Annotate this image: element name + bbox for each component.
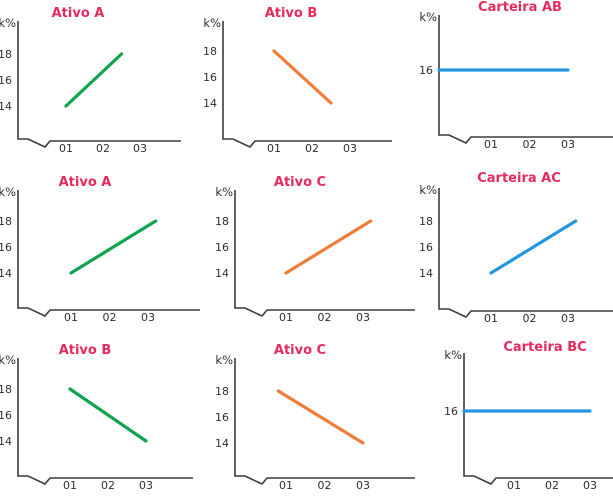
x-tick-label: 01 [279,479,293,492]
data-line-blue [489,219,578,275]
y-tick-label: 14 [0,100,12,113]
x-tick-label: 03 [343,142,357,155]
data-line-orange [276,389,365,445]
axis-with-break [17,21,181,148]
y-tick-label: 18 [0,383,12,396]
y-tick-label: 18 [419,215,433,228]
y-tick-label: 16 [203,71,217,84]
x-tick-label: 01 [59,142,73,155]
data-line-orange [284,219,373,275]
y-tick-label: 14 [203,97,217,110]
x-tick-label: 03 [561,312,575,325]
y-axis-label: k% [215,353,233,367]
x-tick-label: 01 [279,311,293,324]
x-tick-label: 02 [523,138,537,151]
y-tick-label: 18 [215,385,229,398]
x-tick-label: 03 [139,479,153,492]
chart-carteira-ac: Carteira AC k% 18 16 14 01 02 03 [419,171,613,325]
y-tick-label: 14 [215,267,229,280]
y-tick-label: 16 [444,405,458,418]
data-line-green [69,219,158,275]
axis-with-break [463,353,613,485]
x-tick-label: 02 [305,142,319,155]
axis-with-break [438,15,613,144]
y-axis-label: k% [419,10,437,24]
y-tick-label: 16 [215,411,229,424]
x-tick-label: 01 [267,142,281,155]
y-axis-label: k% [215,185,233,199]
y-tick-label: 14 [215,437,229,450]
x-tick-label: 02 [103,311,117,324]
chart-title: Carteira AC [477,171,561,186]
y-tick-label: 16 [0,74,12,87]
axis-with-break [234,358,415,485]
chart-ativo-b: Ativo B k% 18 16 14 01 02 03 [203,6,392,155]
chart-ativo-c: Ativo C k% 18 16 14 01 02 03 [215,175,415,324]
y-tick-label: 18 [215,215,229,228]
x-tick-label: 02 [523,312,537,325]
x-tick-label: 02 [545,479,559,492]
y-axis-label: k% [0,353,16,367]
data-line-orange [272,49,333,105]
x-tick-label: 01 [484,138,498,151]
chart-title: Ativo C [274,343,326,358]
y-axis-label: k% [444,348,462,362]
y-tick-label: 16 [419,64,433,77]
chart-title: Carteira BC [503,340,586,355]
y-tick-label: 14 [419,267,433,280]
axis-with-break [222,21,392,148]
chart-carteira-ab: Carteira AB k% 16 01 02 03 [419,0,613,151]
chart-ativo-a: Ativo A k% 18 16 14 01 02 03 [0,175,200,324]
y-tick-label: 18 [0,48,12,61]
x-tick-label: 03 [356,479,370,492]
y-tick-label: 16 [0,241,12,254]
axis-with-break [234,190,415,317]
x-tick-label: 02 [318,479,332,492]
chart-title: Ativo C [274,175,326,190]
x-tick-label: 01 [63,479,77,492]
chart-ativo-b: Ativo B k% 18 16 14 01 02 03 [0,343,193,492]
chart-title: Ativo B [59,343,112,358]
axis-with-break [17,358,193,485]
axis-with-break [438,188,613,318]
x-tick-label: 03 [583,479,597,492]
y-tick-label: 18 [0,215,12,228]
x-tick-label: 02 [96,142,110,155]
x-tick-label: 01 [507,479,521,492]
y-tick-label: 16 [0,409,12,422]
x-tick-label: 02 [101,479,115,492]
y-axis-label: k% [203,16,221,30]
y-tick-label: 16 [419,241,433,254]
y-axis-label: k% [0,185,16,199]
y-tick-label: 18 [203,45,217,58]
chart-title: Ativo A [59,175,112,190]
x-tick-label: 02 [318,311,332,324]
chart-title: Ativo B [265,6,318,21]
x-tick-label: 03 [561,138,575,151]
chart-ativo-a: Ativo A k% 18 16 14 01 02 03 [0,6,181,155]
data-line-green [64,52,124,108]
chart-carteira-bc: Carteira BC k% 16 01 02 03 [444,340,613,492]
y-axis-label: k% [0,16,16,30]
y-tick-label: 14 [0,435,12,448]
data-line-green [68,387,148,443]
y-tick-label: 16 [215,241,229,254]
x-tick-label: 01 [484,312,498,325]
y-axis-label: k% [419,183,437,197]
chart-ativo-c: Ativo C k% 18 16 14 01 02 03 [215,343,415,492]
x-tick-label: 03 [133,142,147,155]
x-tick-label: 01 [64,311,78,324]
chart-title: Ativo A [52,6,105,21]
axis-with-break [17,190,200,317]
x-tick-label: 03 [141,311,155,324]
chart-title: Carteira AB [478,0,562,15]
y-tick-label: 14 [0,267,12,280]
x-tick-label: 03 [356,311,370,324]
